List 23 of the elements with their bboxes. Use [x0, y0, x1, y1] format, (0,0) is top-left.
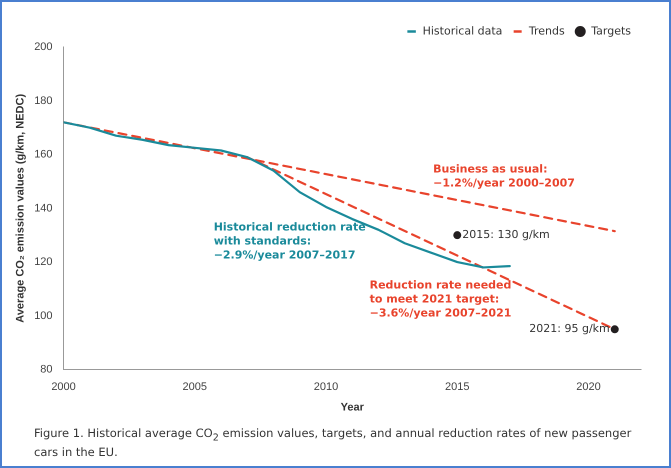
- legend-label: Trends: [528, 24, 566, 38]
- x-tick-label: 2005: [182, 381, 208, 394]
- annotation: Historical reduction rate with standards: −2.9%/year 2007–2017: [214, 220, 366, 262]
- x-tick-label: 2000: [51, 381, 76, 394]
- y-tick-label: 180: [34, 94, 53, 107]
- legend-label: Historical data: [422, 24, 502, 38]
- x-axis-title: Year: [340, 401, 365, 414]
- y-tick-label: 120: [34, 256, 53, 268]
- y-tick-label: 100: [34, 310, 53, 322]
- y-tick-label: 80: [40, 364, 53, 376]
- text: Figure 1. Historical average CO$_{2}$ emission values, targets, and annual reduction rates of new passenger cars in the EU.: [34, 426, 632, 460]
- y-tick-label: 200: [34, 41, 53, 54]
- y-axis-title: Average CO₂ emission values (g/km, NEDC): [14, 94, 27, 323]
- annotation: 2021: 95 g/km: [529, 322, 610, 336]
- x-tick-label: 2010: [314, 381, 338, 394]
- x-tick-label: 2020: [576, 381, 601, 394]
- x-tick-label: 2015: [445, 381, 470, 394]
- annotation: Business as usual: −1.2%/year 2000–2007: [433, 162, 575, 190]
- y-tick-label: 140: [34, 202, 53, 214]
- annotation: 2015: 130 g/km: [462, 228, 550, 242]
- y-tick-label: 160: [34, 148, 53, 161]
- legend-label: Targets: [590, 24, 632, 38]
- annotation: Reduction rate needed to meet 2021 target: −3.6%/year 2007–2021: [370, 278, 512, 320]
